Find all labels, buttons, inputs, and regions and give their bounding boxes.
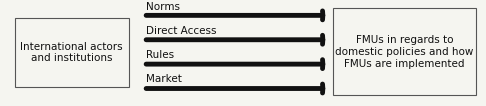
FancyBboxPatch shape <box>333 8 476 95</box>
Text: Norms: Norms <box>146 2 180 12</box>
Text: Market: Market <box>146 75 182 84</box>
Text: International actors
and institutions: International actors and institutions <box>20 42 123 63</box>
Text: Rules: Rules <box>146 50 174 60</box>
Text: Direct Access: Direct Access <box>146 26 216 36</box>
FancyBboxPatch shape <box>15 18 129 87</box>
Text: FMUs in regards to
domestic policies and how
FMUs are implemented: FMUs in regards to domestic policies and… <box>335 35 474 69</box>
